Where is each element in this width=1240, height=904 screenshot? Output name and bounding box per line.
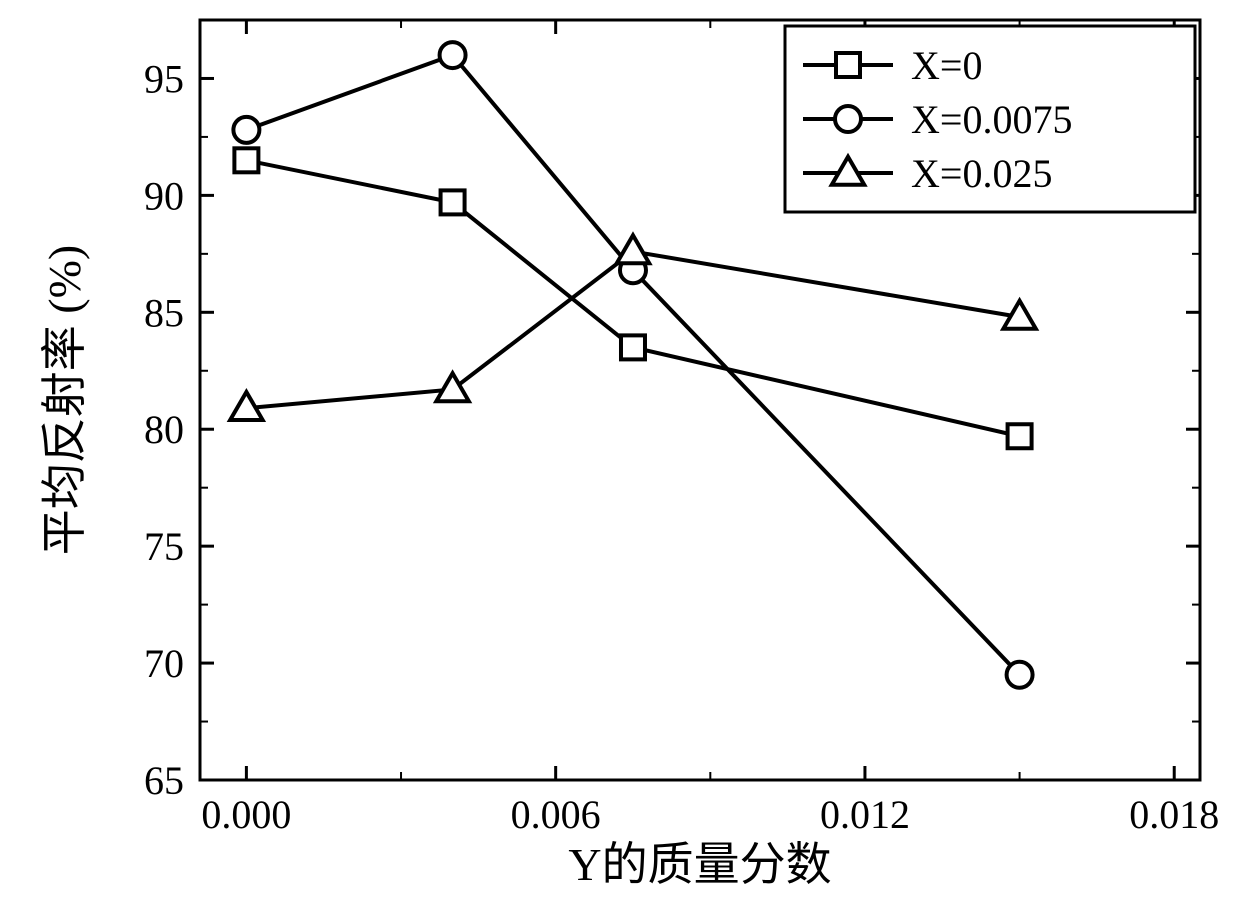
series-marker-0 [441,190,465,214]
y-tick-label: 75 [144,524,184,569]
legend-marker-icon [836,53,860,77]
series-marker-0 [234,148,258,172]
series-marker-2 [617,235,649,263]
y-tick-label: 95 [144,56,184,101]
y-tick-label: 90 [144,173,184,218]
series-marker-0 [621,335,645,359]
series-marker-1 [233,117,259,143]
x-tick-label: 0.012 [820,792,910,837]
y-tick-label: 70 [144,641,184,686]
y-axis-title: 平均反射率 (%) [39,245,90,555]
legend-label: X=0 [911,43,982,88]
chart-container: 0.000 0.006 0.012 0.018 65 70 75 80 85 90 95 Y的质量分数… [0,0,1240,904]
legend-marker-icon [835,106,861,132]
x-axis-title: Y的质量分数 [568,839,831,890]
chart-svg: 0.000 0.006 0.012 0.018 65 70 75 80 85 90 95 Y的质量分数… [0,0,1240,904]
y-tick-label: 65 [144,758,184,803]
y-tick-label: 85 [144,290,184,335]
series-marker-0 [1008,424,1032,448]
legend-label: X=0.0075 [911,97,1072,142]
series-marker-2 [436,373,468,401]
x-tick-label: 0.018 [1129,792,1219,837]
series-marker-1 [1007,662,1033,688]
x-tick-label: 0.000 [201,792,291,837]
series-marker-1 [440,42,466,68]
legend-label: X=0.025 [911,151,1052,196]
x-tick-label: 0.006 [511,792,601,837]
y-tick-label: 80 [144,407,184,452]
